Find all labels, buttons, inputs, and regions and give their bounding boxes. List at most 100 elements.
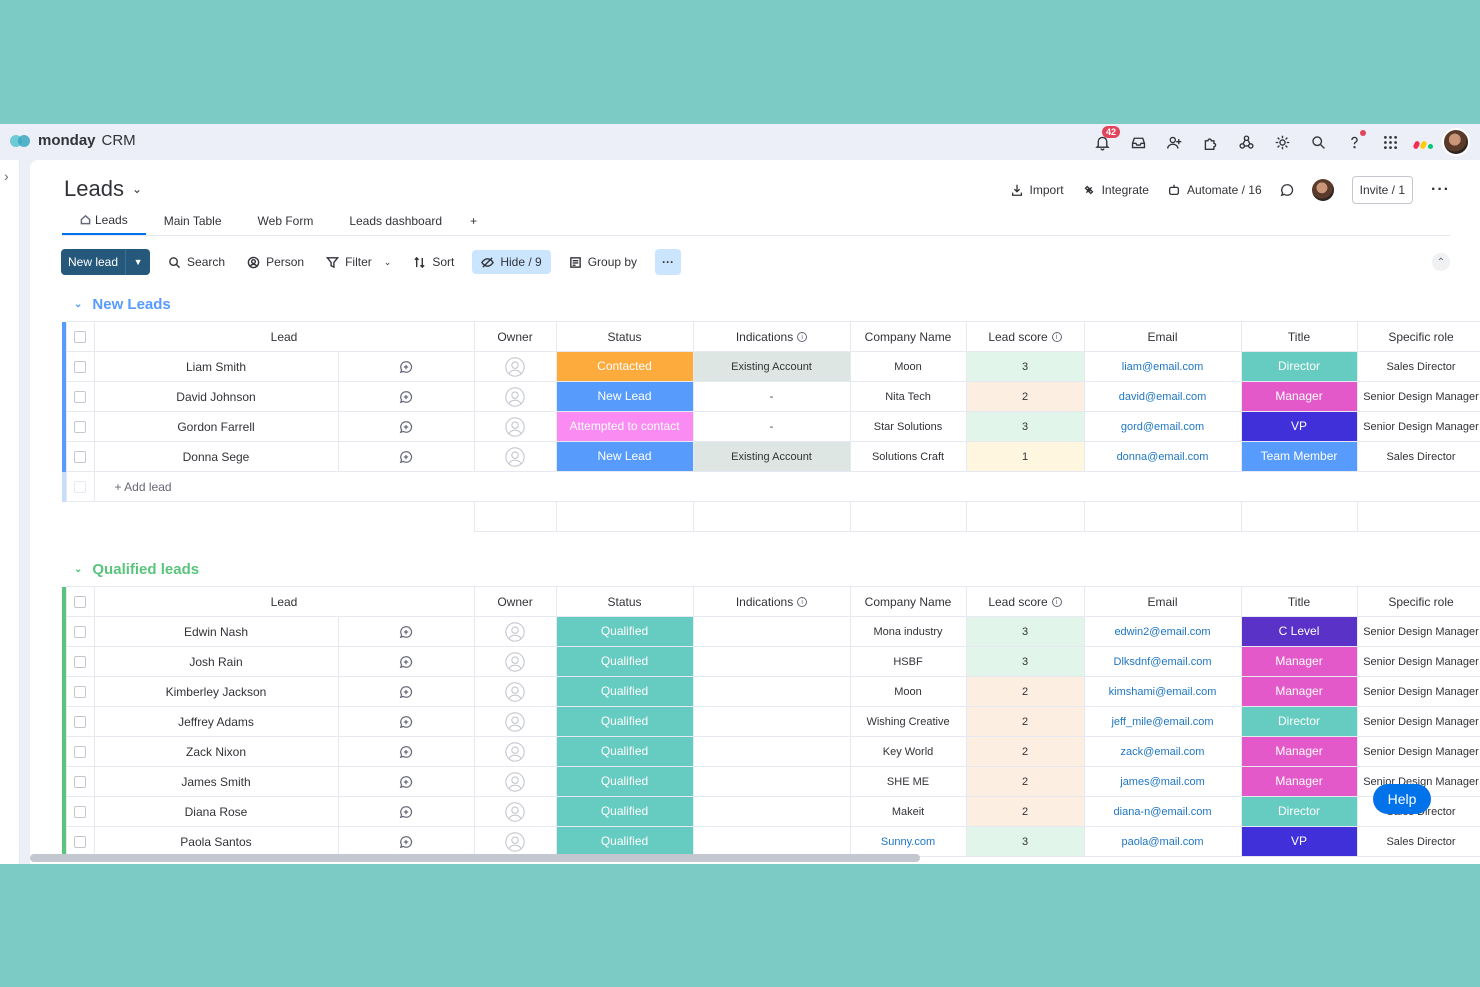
lead-score-cell[interactable]: 3 [965, 826, 1085, 857]
invite-members-icon[interactable] [1156, 128, 1192, 156]
row-checkbox[interactable] [65, 826, 95, 857]
select-all-checkbox[interactable] [65, 586, 95, 617]
row-checkbox[interactable] [65, 766, 95, 797]
title-cell[interactable]: Manager [1240, 646, 1358, 677]
owner-cell[interactable] [473, 646, 557, 677]
help-question-icon[interactable] [1336, 128, 1372, 156]
owner-cell[interactable] [473, 706, 557, 737]
lead-score-cell[interactable]: 2 [965, 766, 1085, 797]
column-header-specific-role[interactable]: Specific role [1356, 586, 1480, 617]
add-lead-input[interactable]: + Add lead [93, 471, 1480, 502]
column-header-status[interactable]: Status [555, 321, 694, 352]
lead-name[interactable]: Kimberley Jackson [93, 676, 339, 707]
invite-button[interactable]: Invite / 1 [1351, 176, 1414, 204]
group-title-new-leads[interactable]: ⌄ New Leads [74, 296, 171, 313]
column-header-indications[interactable]: Indications i [692, 321, 851, 352]
row-checkbox[interactable] [65, 381, 95, 412]
app-grid-icon[interactable] [1372, 128, 1408, 156]
search-button[interactable]: Search [164, 251, 229, 273]
notifications-bell-icon[interactable]: 42 [1084, 126, 1121, 156]
apps-marketplace-icon[interactable] [1192, 128, 1228, 156]
title-cell[interactable]: Manager [1240, 766, 1358, 797]
horizontal-scrollbar[interactable] [30, 854, 920, 862]
info-icon[interactable]: i [1051, 597, 1062, 608]
owner-cell[interactable] [473, 616, 557, 647]
status-cell[interactable]: Qualified [555, 826, 694, 857]
add-update-button[interactable] [337, 616, 475, 647]
owner-cell[interactable] [473, 766, 557, 797]
lead-name[interactable]: Josh Rain [93, 646, 339, 677]
indications-cell[interactable]: Existing Account [692, 351, 851, 382]
company-cell[interactable]: Wishing Creative [849, 706, 967, 737]
specific-role-cell[interactable]: Senior Design Manager [1356, 411, 1480, 442]
row-checkbox[interactable] [65, 706, 95, 737]
email-cell[interactable]: kimshami@email.com [1083, 676, 1242, 707]
title-cell[interactable]: Director [1240, 351, 1358, 382]
column-header-lead[interactable]: Lead [93, 586, 475, 617]
lead-name[interactable]: Gordon Farrell [93, 411, 339, 442]
new-lead-dropdown-icon[interactable]: ▼ [133, 257, 143, 267]
board-owner-avatar[interactable] [1311, 179, 1334, 201]
lead-score-cell[interactable]: 2 [965, 736, 1085, 767]
lead-name[interactable]: James Smith [93, 766, 339, 797]
status-cell[interactable]: Attempted to contact [555, 411, 694, 442]
lead-score-cell[interactable]: 3 [965, 411, 1085, 442]
tab-web-form[interactable]: Web Form [257, 213, 314, 228]
indications-cell[interactable] [692, 826, 851, 857]
status-cell[interactable]: Qualified [555, 766, 694, 797]
column-header-email[interactable]: Email [1083, 321, 1242, 352]
email-cell[interactable]: paola@mail.com [1083, 826, 1242, 857]
owner-cell[interactable] [473, 381, 557, 412]
column-header-lead-score[interactable]: Lead score i [965, 321, 1085, 352]
email-cell[interactable]: david@email.com [1083, 381, 1242, 412]
column-header-indications[interactable]: Indications i [692, 586, 851, 617]
indications-cell[interactable]: Existing Account [692, 441, 851, 472]
lead-name[interactable]: Jeffrey Adams [93, 706, 339, 737]
company-cell[interactable]: SHE ME [849, 766, 967, 797]
title-cell[interactable]: C Level [1240, 616, 1358, 647]
add-update-button[interactable] [337, 796, 475, 827]
email-cell[interactable]: Dlksdnf@email.com [1083, 646, 1242, 677]
updates-button[interactable] [1280, 183, 1294, 197]
lead-name[interactable]: David Johnson [93, 381, 339, 412]
lead-score-cell[interactable]: 2 [965, 381, 1085, 412]
table-row[interactable]: Gordon Farrell Attempted to contact - Star … [62, 411, 1480, 442]
column-header-email[interactable]: Email [1083, 586, 1242, 617]
column-header-title[interactable]: Title [1240, 321, 1358, 352]
owner-cell[interactable] [473, 796, 557, 827]
company-cell[interactable]: Key World [849, 736, 967, 767]
email-cell[interactable]: jeff_mile@email.com [1083, 706, 1242, 737]
owner-cell[interactable] [473, 826, 557, 857]
lead-score-cell[interactable]: 1 [965, 441, 1085, 472]
row-checkbox[interactable] [65, 736, 95, 767]
indications-cell[interactable] [692, 616, 851, 647]
indications-cell[interactable]: - [692, 381, 851, 412]
specific-role-cell[interactable]: Senior Design Manager [1356, 736, 1480, 767]
table-row[interactable]: James Smith Qualified SHE ME 2 james@mail.co… [62, 766, 1480, 797]
inbox-icon[interactable] [1120, 128, 1156, 156]
specific-role-cell[interactable]: Senior Design Manager [1356, 616, 1480, 647]
specific-role-cell[interactable]: Senior Design Manager [1356, 646, 1480, 677]
lead-name[interactable]: Diana Rose [93, 796, 339, 827]
lead-name[interactable]: Donna Sege [93, 441, 339, 472]
board-title[interactable]: Leads ⌄ [64, 176, 142, 202]
lead-name[interactable]: Zack Nixon [93, 736, 339, 767]
status-cell[interactable]: Qualified [555, 676, 694, 707]
specific-role-cell[interactable]: Sales Director [1356, 351, 1480, 382]
sidebar-toggle[interactable]: › [0, 160, 20, 864]
add-update-button[interactable] [337, 441, 475, 472]
table-row[interactable]: Diana Rose Qualified Makeit 2 diana-n@email.… [62, 796, 1480, 827]
info-icon[interactable]: i [797, 332, 808, 343]
new-lead-button[interactable]: New lead [61, 249, 127, 275]
indications-cell[interactable] [692, 766, 851, 797]
column-header-owner[interactable]: Owner [473, 586, 557, 617]
company-cell[interactable]: Nita Tech [849, 381, 967, 412]
row-checkbox[interactable] [65, 351, 95, 382]
column-header-specific-role[interactable]: Specific role [1356, 321, 1480, 352]
lead-score-cell[interactable]: 3 [965, 351, 1085, 382]
title-cell[interactable]: Director [1240, 706, 1358, 737]
column-header-company-name[interactable]: Company Name [849, 586, 967, 617]
status-cell[interactable]: Qualified [555, 796, 694, 827]
title-cell[interactable]: VP [1240, 826, 1358, 857]
automate-button[interactable]: Automate / 16 [1167, 183, 1262, 197]
